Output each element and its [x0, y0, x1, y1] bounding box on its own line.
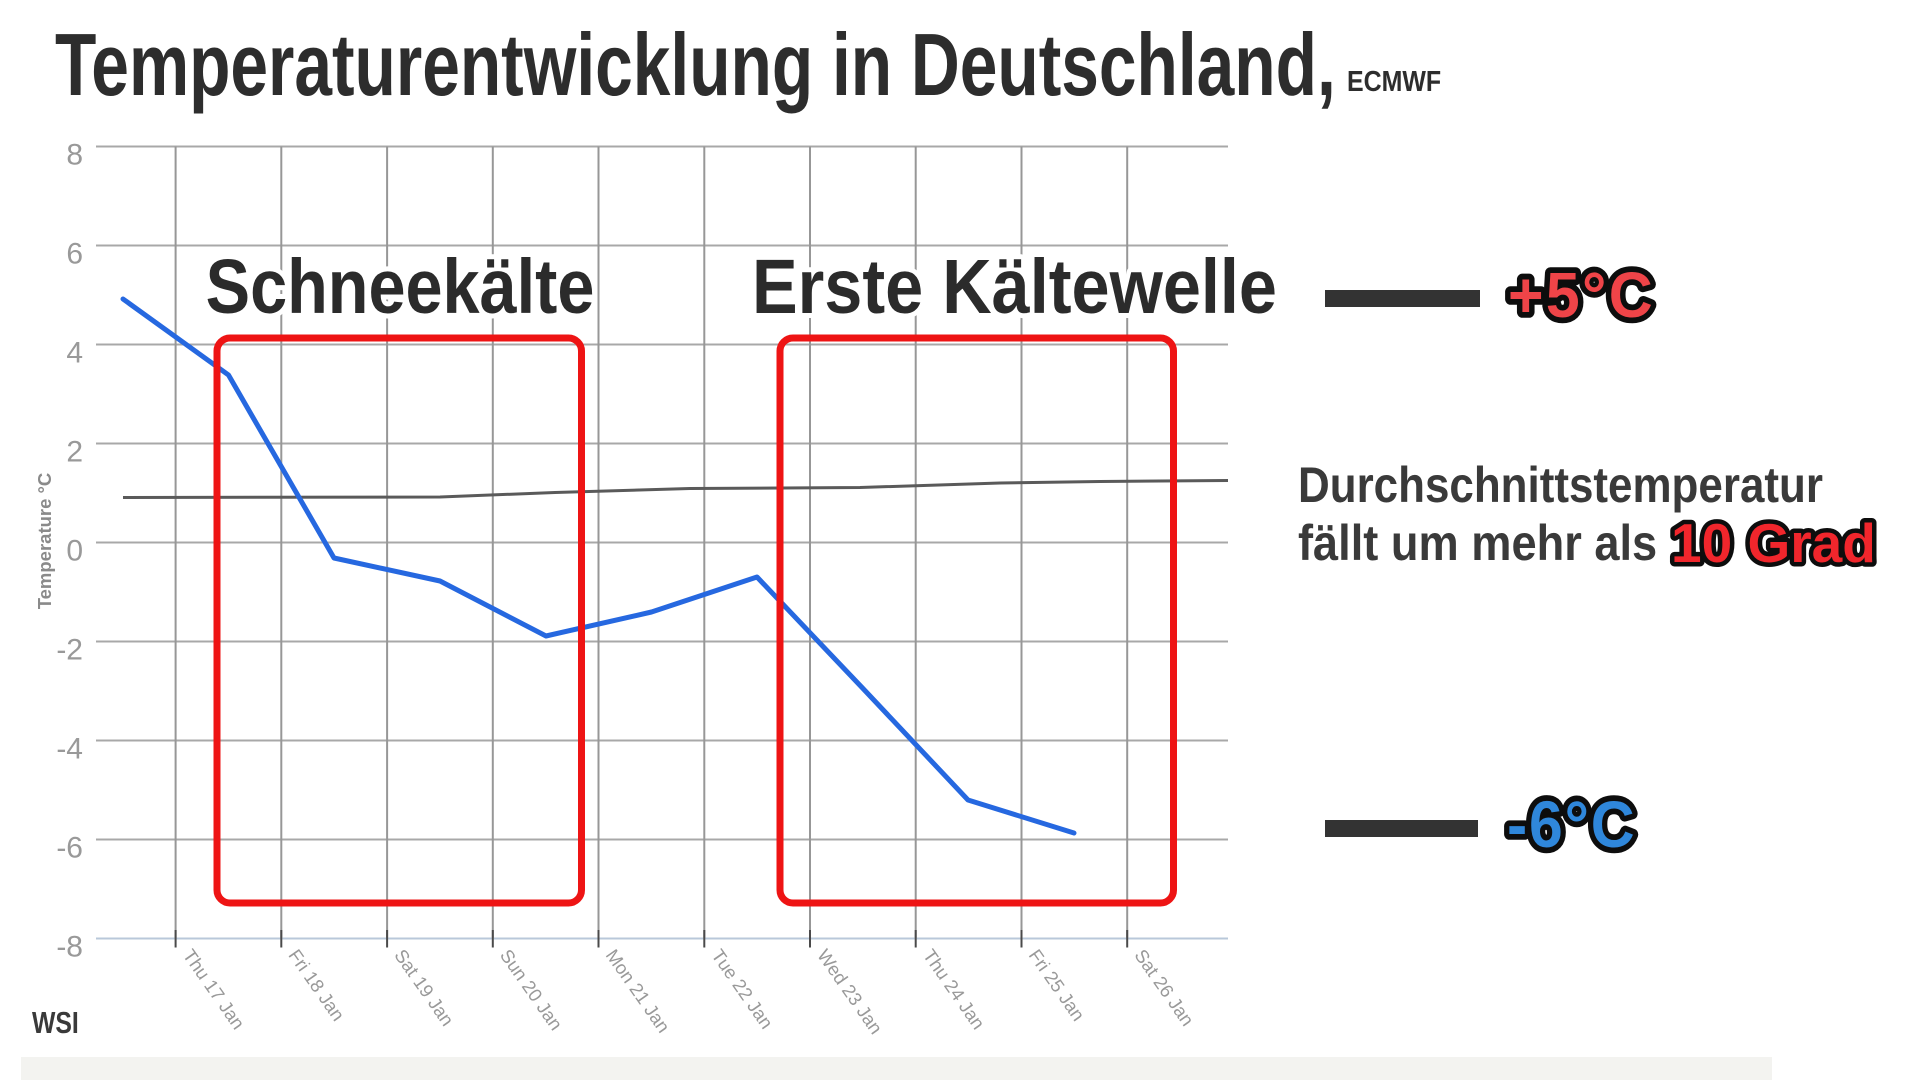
svg-text:Erste Kältewelle: Erste Kältewelle [752, 244, 1277, 330]
svg-text:fällt um mehr als: fällt um mehr als [1298, 516, 1657, 572]
svg-text:Schneekälte: Schneekälte [206, 245, 595, 331]
svg-text:4: 4 [66, 337, 83, 370]
svg-text:WSI: WSI [32, 1005, 79, 1039]
svg-text:Durchschnittstemperatur: Durchschnittstemperatur [1298, 456, 1823, 512]
svg-text:-6: -6 [56, 832, 83, 865]
svg-text:-4: -4 [56, 733, 83, 766]
svg-text:-8: -8 [56, 931, 83, 964]
svg-text:2: 2 [66, 436, 83, 469]
svg-text:8: 8 [66, 139, 83, 172]
svg-text:10 Grad: 10 Grad [1671, 512, 1876, 574]
svg-text:Temperaturentwicklung in Deuts: Temperaturentwicklung in Deutschland, [55, 15, 1336, 114]
svg-text:6: 6 [66, 238, 83, 271]
svg-text:+5°C: +5°C [1508, 260, 1655, 332]
svg-text:-2: -2 [56, 634, 83, 667]
svg-text:Temperature °C: Temperature °C [34, 473, 55, 610]
svg-text:ECMWF: ECMWF [1347, 65, 1441, 97]
svg-text:0: 0 [66, 535, 83, 568]
svg-text:-6°C: -6°C [1507, 789, 1636, 862]
